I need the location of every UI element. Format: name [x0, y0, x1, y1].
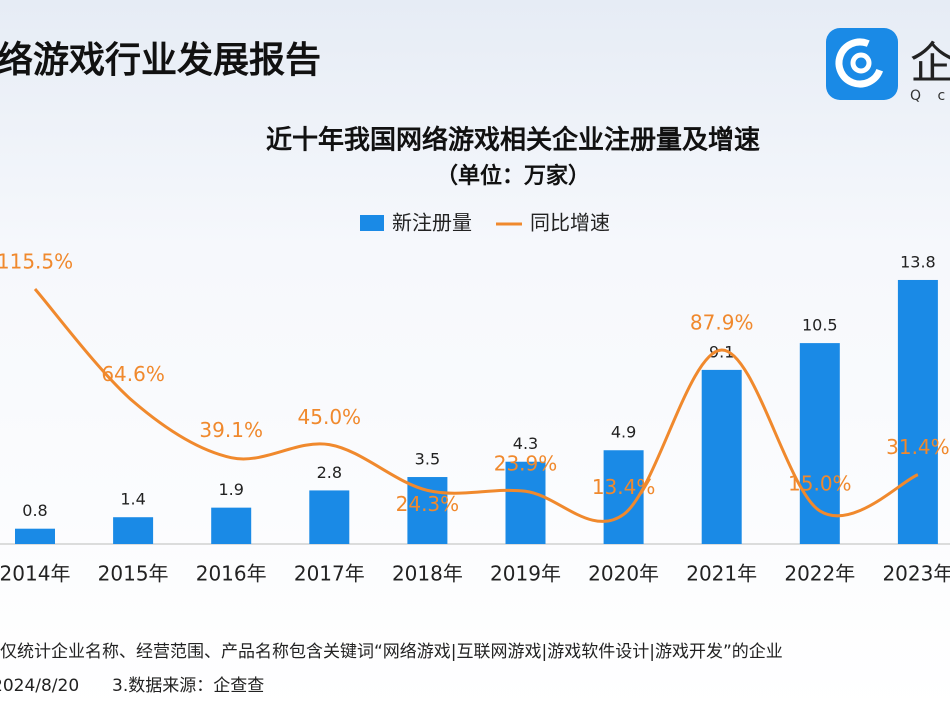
line-value-label: 31.4% [886, 435, 950, 459]
legend-label: 同比增速 [530, 211, 610, 235]
legend-label: 新注册量 [392, 211, 472, 235]
line-value-label: 87.9% [690, 310, 754, 334]
chart-title: 近十年我国网络游戏相关企业注册量及增速 [266, 125, 760, 156]
bar-value-label: 3.5 [415, 450, 440, 469]
line-value-label: 15.0% [788, 471, 852, 495]
bar-value-label: 2.8 [317, 463, 342, 482]
bar [701, 369, 742, 544]
chart-subtitle: （单位：万家） [436, 163, 590, 189]
bar-value-label: 4.3 [513, 434, 538, 453]
bar-value-label: 9.1 [709, 342, 734, 361]
footnote: 3.数据来源：企查查 [112, 676, 264, 696]
line-value-label: 24.3% [396, 492, 460, 516]
bar-value-label: 10.5 [802, 316, 838, 335]
line-value-label: 64.6% [101, 362, 165, 386]
bar-value-label: 1.4 [120, 490, 145, 509]
bar-value-label: 4.9 [611, 423, 636, 442]
bar [113, 517, 154, 544]
logo-text: 企 [910, 38, 950, 89]
footnote: 2024/8/20 [0, 676, 79, 696]
report-title: 络游戏行业发展报告 [0, 39, 321, 81]
logo-ring [835, 38, 885, 88]
x-tick-label: 2021年 [686, 562, 757, 586]
x-tick-label: 2016年 [196, 562, 267, 586]
x-tick-label: 2022年 [784, 562, 855, 586]
bar [211, 507, 252, 544]
bar [799, 343, 840, 544]
logo-sub: Q c [910, 88, 950, 104]
x-tick-label: 2018年 [392, 562, 463, 586]
bar-value-label: 1.9 [218, 480, 243, 499]
line-value-label: 39.1% [199, 418, 263, 442]
legend-swatch [360, 215, 384, 231]
line-value-label: 115.5% [0, 250, 73, 274]
bar [309, 490, 350, 544]
x-tick-label: 2014年 [0, 562, 70, 586]
line-value-label: 13.4% [592, 475, 656, 499]
x-tick-label: 2017年 [294, 562, 365, 586]
bar-value-label: 0.8 [22, 501, 47, 520]
x-tick-label: 2020年 [588, 562, 659, 586]
footnote: 仅统计企业名称、经营范围、产品名称包含关键词“网络游戏|互联网游戏|游戏软件设计… [0, 642, 783, 662]
x-tick-label: 2019年 [490, 562, 561, 586]
growth-line [33, 288, 919, 523]
bar [505, 461, 546, 544]
bar [15, 528, 55, 544]
line-value-label: 23.9% [494, 452, 558, 476]
bar-value-label: 13.8 [900, 252, 936, 271]
bar [407, 477, 448, 544]
x-tick-label: 2015年 [98, 562, 169, 586]
x-tick-label: 2023年 [882, 562, 950, 586]
logo-dot [850, 52, 872, 74]
line-value-label: 45.0% [298, 405, 362, 429]
bar [897, 279, 938, 544]
